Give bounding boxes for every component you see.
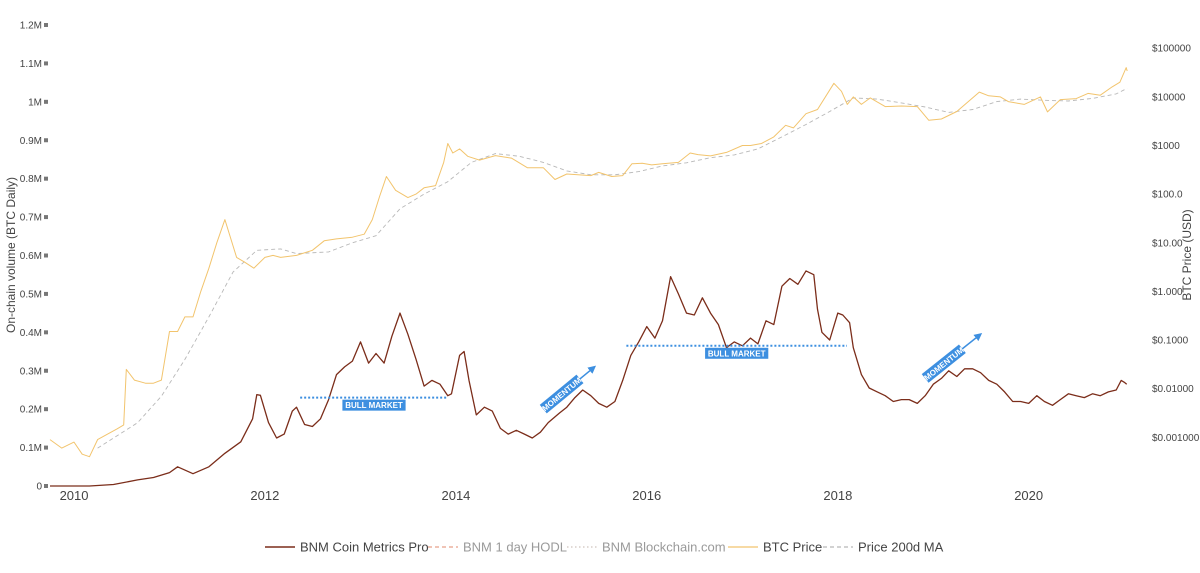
left-tick-mark bbox=[44, 215, 48, 220]
left-tick-mark bbox=[44, 61, 48, 66]
bull-market-label: BULL MARKET bbox=[708, 349, 766, 358]
left-tick-mark bbox=[44, 368, 48, 373]
series-line-0 bbox=[50, 270, 1128, 487]
x-tick-label: 2010 bbox=[60, 488, 89, 503]
x-tick-label: 2012 bbox=[250, 488, 279, 503]
left-axis-title: On-chain volume (BTC Daily) bbox=[4, 177, 18, 333]
momentum-tag: MOMENTUM bbox=[921, 344, 966, 383]
x-axis: 2010 2012 2014 2016 2018 2020 bbox=[60, 488, 1044, 503]
bull-market-label: BULL MARKET bbox=[345, 401, 403, 410]
left-tick-mark bbox=[44, 330, 48, 335]
left-tick-label: 0.1M bbox=[20, 443, 42, 454]
right-tick-label: $10000 bbox=[1152, 92, 1186, 103]
left-tick-label: 1M bbox=[28, 97, 42, 108]
right-axis-title: BTC Price (USD) bbox=[1180, 209, 1194, 300]
left-tick-label: 0.5M bbox=[20, 289, 42, 300]
right-tick-label: $0.001000 bbox=[1152, 433, 1200, 444]
left-tick-mark bbox=[44, 445, 48, 450]
momentum-tag-box bbox=[539, 374, 584, 414]
right-tick-label: $10.00 bbox=[1152, 238, 1183, 249]
momentum-tag: MOMENTUM bbox=[539, 374, 584, 414]
plot-area bbox=[49, 67, 1128, 487]
legend-item[interactable]: BNM 1 day HODL bbox=[463, 540, 567, 555]
left-tick-label: 0 bbox=[36, 482, 42, 493]
left-tick-label: 0.6M bbox=[20, 251, 42, 262]
series-line-4 bbox=[97, 87, 1128, 449]
legend-item[interactable]: Price 200d MA bbox=[858, 540, 944, 555]
left-tick-mark bbox=[44, 99, 48, 104]
left-tick-label: 0.2M bbox=[20, 405, 42, 416]
left-tick-label: 0.4M bbox=[20, 328, 42, 339]
bull-market-tag bbox=[342, 399, 406, 411]
right-tick-label: $0.01000 bbox=[1152, 384, 1194, 395]
x-tick-label: 2018 bbox=[823, 488, 852, 503]
momentum-label: MOMENTUM bbox=[923, 345, 966, 382]
right-tick-label: $1000 bbox=[1152, 141, 1180, 152]
left-tick-label: 0.7M bbox=[20, 213, 42, 224]
x-tick-label: 2020 bbox=[1014, 488, 1043, 503]
left-tick-mark bbox=[44, 138, 48, 143]
x-tick-label: 2014 bbox=[441, 488, 470, 503]
left-tick-label: 1.2M bbox=[20, 21, 42, 32]
momentum-label: MOMENTUM bbox=[541, 375, 584, 413]
legend-item[interactable]: BTC Price bbox=[763, 540, 822, 555]
bull-market-tag bbox=[705, 347, 769, 359]
right-tick-label: $1.000 bbox=[1152, 287, 1183, 298]
left-tick-label: 0.9M bbox=[20, 136, 42, 147]
left-tick-mark bbox=[44, 291, 48, 296]
left-tick-mark bbox=[44, 23, 48, 27]
left-tick-label: 0.8M bbox=[20, 174, 42, 185]
left-axis: 0 0.1M 0.2M 0.3M 0.4M 0.5M 0.6M 0.7M 0.8M 0.9M 1M 1… bbox=[20, 21, 48, 493]
left-tick-mark bbox=[44, 407, 48, 412]
legend: BNM Coin Metrics Pro BNM 1 day HODL BNM Bl… bbox=[265, 540, 944, 555]
right-tick-label: $100000 bbox=[1152, 44, 1191, 55]
series-line-3 bbox=[49, 67, 1128, 458]
legend-item[interactable]: BNM Blockchain.com bbox=[602, 540, 726, 555]
right-tick-label: $100.0 bbox=[1152, 190, 1183, 201]
right-axis: $0.001000 $0.01000 $0.1000 $1.000 $10.00 $100… bbox=[1152, 44, 1200, 444]
momentum-tag-box bbox=[921, 344, 966, 383]
left-tick-mark bbox=[44, 253, 48, 258]
x-tick-label: 2016 bbox=[632, 488, 661, 503]
left-tick-mark bbox=[44, 484, 48, 488]
annotations: BULL MARKET BULL MARKET MOMENTUM MOMENTUM bbox=[300, 333, 983, 414]
right-tick-label: $0.1000 bbox=[1152, 336, 1189, 347]
legend-item[interactable]: BNM Coin Metrics Pro bbox=[300, 540, 429, 555]
left-tick-label: 0.3M bbox=[20, 366, 42, 377]
left-tick-mark bbox=[44, 176, 48, 181]
left-tick-label: 1.1M bbox=[20, 59, 42, 70]
